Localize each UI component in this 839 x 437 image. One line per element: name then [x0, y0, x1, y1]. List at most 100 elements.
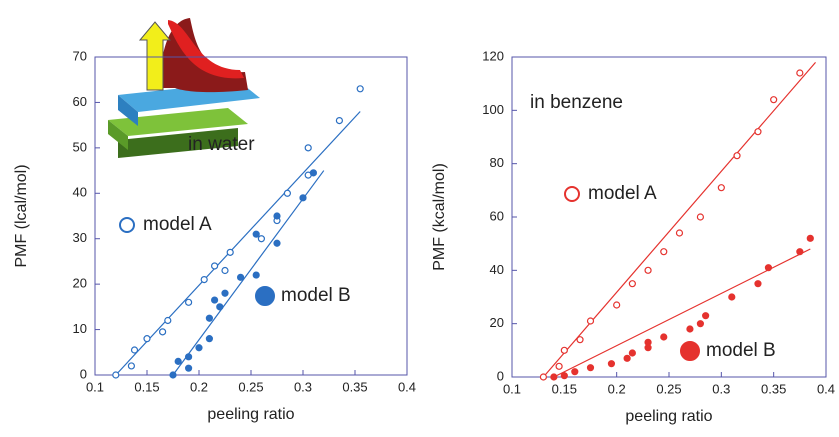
point — [607, 360, 616, 368]
y-tick-label: 40 — [490, 262, 504, 277]
x-tick-label: 0.2 — [608, 381, 626, 396]
x-tick-label: 0.3 — [712, 381, 730, 396]
point — [130, 346, 139, 354]
annotation: in water — [188, 134, 255, 155]
point — [185, 298, 193, 306]
legend-label: model B — [281, 285, 351, 306]
point — [143, 335, 151, 343]
y-tick-label: 0 — [80, 366, 87, 381]
y-tick-label: 60 — [73, 94, 87, 109]
y-tick-label: 20 — [73, 276, 87, 291]
x-tick-label: 0.1 — [503, 381, 521, 396]
legend-marker — [564, 186, 580, 202]
point — [586, 364, 595, 372]
x-tick-label: 0.35 — [761, 381, 786, 396]
x-axis-label: peeling ratio — [207, 406, 294, 423]
point — [185, 353, 193, 361]
point — [127, 362, 135, 370]
point — [686, 325, 694, 333]
point — [216, 303, 224, 311]
fit-line — [542, 61, 816, 378]
fit-line — [172, 170, 325, 376]
point — [696, 320, 705, 328]
x-tick-label: 0.4 — [817, 381, 835, 396]
point — [675, 229, 684, 237]
point — [764, 264, 773, 272]
point — [754, 280, 762, 288]
point — [309, 169, 317, 177]
point — [623, 354, 631, 362]
point — [628, 280, 636, 288]
icon — [108, 18, 260, 158]
x-tick-label: 0.15 — [134, 379, 159, 394]
point — [200, 276, 208, 284]
point — [174, 357, 182, 365]
point — [796, 248, 804, 256]
y-tick-label: 60 — [490, 208, 504, 223]
point — [169, 371, 177, 379]
x-tick-label: 0.25 — [656, 381, 681, 396]
legend-label: model B — [706, 340, 776, 361]
point — [644, 266, 652, 274]
point — [252, 230, 260, 238]
point — [195, 344, 203, 352]
point — [205, 314, 213, 322]
point — [728, 293, 736, 301]
point — [660, 248, 668, 256]
point — [628, 349, 636, 357]
point — [560, 346, 568, 354]
x-tick-label: 0.15 — [552, 381, 577, 396]
point — [211, 296, 219, 304]
point — [283, 189, 291, 197]
y-tick-label: 20 — [490, 315, 504, 330]
point — [560, 372, 568, 380]
point — [586, 317, 595, 325]
legend-marker — [255, 286, 275, 306]
point — [335, 116, 343, 125]
x-tick-label: 0.2 — [190, 379, 208, 394]
point — [539, 373, 548, 381]
point — [806, 234, 814, 242]
point — [644, 338, 652, 346]
y-tick-label: 80 — [490, 155, 504, 170]
y-tick-label: 70 — [73, 48, 87, 63]
point — [112, 371, 120, 379]
legend-label: model A — [588, 183, 657, 204]
legend-marker — [119, 217, 135, 233]
point — [796, 69, 804, 77]
point — [576, 336, 584, 344]
point — [205, 335, 213, 343]
x-tick-label: 0.4 — [398, 379, 416, 394]
point — [257, 235, 265, 243]
point — [660, 333, 668, 341]
point — [702, 312, 710, 320]
point — [273, 239, 281, 247]
point — [555, 362, 563, 370]
point — [304, 144, 312, 152]
point — [221, 266, 229, 275]
y-tick-label: 30 — [73, 230, 87, 245]
point — [221, 289, 229, 297]
point — [237, 273, 245, 281]
point — [185, 364, 193, 372]
point — [550, 373, 558, 381]
point — [754, 128, 762, 136]
y-axis-label: PMF (lcal/mol) — [13, 164, 30, 267]
point — [717, 184, 725, 192]
x-tick-label: 0.35 — [342, 379, 367, 394]
legend-label: model A — [143, 214, 212, 235]
y-tick-label: 40 — [73, 185, 87, 200]
y-tick-label: 50 — [73, 139, 87, 154]
point — [696, 213, 705, 221]
x-tick-label: 0.25 — [238, 379, 263, 394]
point — [770, 96, 778, 104]
y-tick-label: 0 — [497, 368, 504, 383]
point — [273, 212, 281, 220]
point — [733, 152, 741, 160]
point — [299, 194, 307, 202]
point — [164, 316, 172, 325]
point — [613, 301, 621, 309]
point — [159, 328, 167, 336]
